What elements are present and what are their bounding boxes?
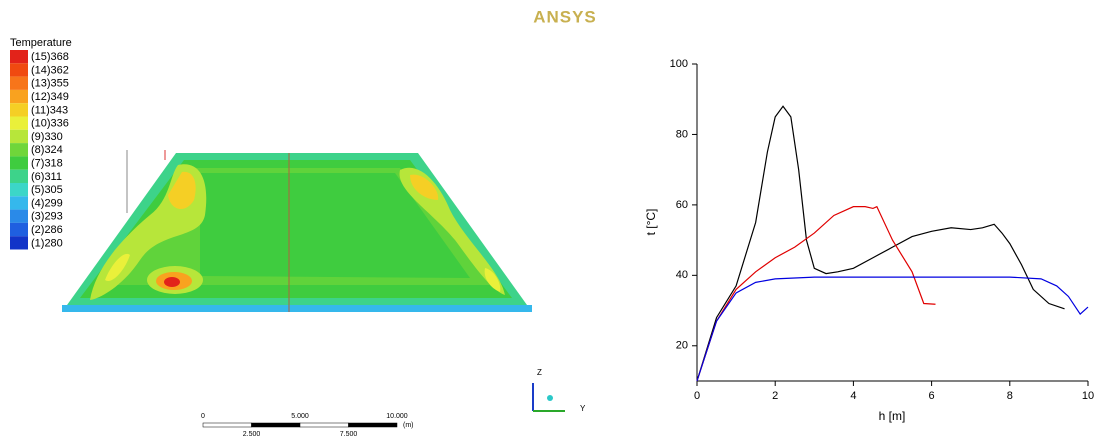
triad	[533, 383, 565, 411]
legend-label: (8)324	[31, 144, 63, 156]
legend-swatch	[10, 77, 28, 90]
legend-swatch	[10, 90, 28, 103]
legend-label: (15)368	[31, 51, 69, 63]
data-line	[697, 207, 936, 381]
x-tick-label: 6	[929, 390, 935, 402]
scale-segment	[300, 423, 349, 427]
legend-label: (1)280	[31, 237, 63, 249]
x-tick-label: 8	[1007, 390, 1013, 402]
legend-label: (9)330	[31, 131, 63, 143]
legend-label: (3)293	[31, 211, 63, 223]
legend-title: Temperature	[10, 37, 72, 49]
legend-swatch	[10, 170, 28, 183]
x-axis-title: h [m]	[879, 409, 906, 423]
legend-label: (4)299	[31, 197, 63, 209]
scale-label: 7.500	[340, 431, 358, 438]
legend-label: (10)336	[31, 118, 69, 130]
x-tick-label: 0	[694, 390, 700, 402]
legend-swatch	[10, 196, 28, 209]
logo: ANSYS	[533, 7, 597, 26]
y-tick-label: 20	[676, 340, 688, 352]
legend-label: (12)349	[31, 91, 69, 103]
scale-unit: (m)	[403, 422, 414, 429]
scale-segment	[203, 423, 252, 427]
legend-label: (11)343	[31, 104, 68, 116]
legend-swatch	[10, 103, 28, 116]
contour-plot	[62, 150, 532, 312]
legend-swatch	[10, 210, 28, 223]
page: ANSYS Temperature Z Y (m) h [m] t [°C] (…	[0, 0, 1105, 444]
figure: ANSYS Temperature Z Y (m) h [m] t [°C] (…	[0, 0, 1105, 444]
legend-swatch	[10, 236, 28, 249]
triad-dot	[547, 395, 553, 401]
blob	[164, 277, 180, 287]
x-tick-label: 2	[772, 390, 778, 402]
legend-swatch	[10, 117, 28, 130]
legend-label: (13)355	[31, 78, 69, 90]
legend-swatch	[10, 50, 28, 63]
y-tick-label: 40	[676, 269, 688, 281]
data-line	[697, 106, 1065, 381]
legend-label: (5)305	[31, 184, 63, 196]
scale-segment	[349, 423, 398, 427]
y-axis-title: t [°C]	[644, 209, 658, 236]
legend-swatch	[10, 223, 28, 236]
triad-label: Y	[580, 404, 586, 413]
legend-swatch	[10, 156, 28, 169]
legend-label: (14)362	[31, 64, 69, 76]
x-tick-label: 10	[1082, 390, 1094, 402]
scale-label: 10.000	[386, 413, 408, 420]
legend-label: (7)318	[31, 157, 63, 169]
triad-label: Z	[537, 368, 542, 377]
legend-label: (6)311	[31, 171, 62, 183]
legend-swatch	[10, 63, 28, 76]
y-tick-label: 80	[676, 128, 688, 140]
legend-label: (2)286	[31, 224, 63, 236]
legend-swatch	[10, 130, 28, 143]
scale-label: 0	[201, 413, 205, 420]
y-tick-label: 100	[670, 58, 688, 70]
region	[62, 305, 532, 312]
scale-segment	[252, 423, 301, 427]
legend-swatch	[10, 143, 28, 156]
legend-swatch	[10, 183, 28, 196]
scale-label: 2.500	[243, 431, 261, 438]
y-tick-label: 60	[676, 199, 688, 211]
scale-label: 5.000	[291, 413, 309, 420]
data-line	[697, 277, 1088, 381]
x-tick-label: 4	[850, 390, 856, 402]
